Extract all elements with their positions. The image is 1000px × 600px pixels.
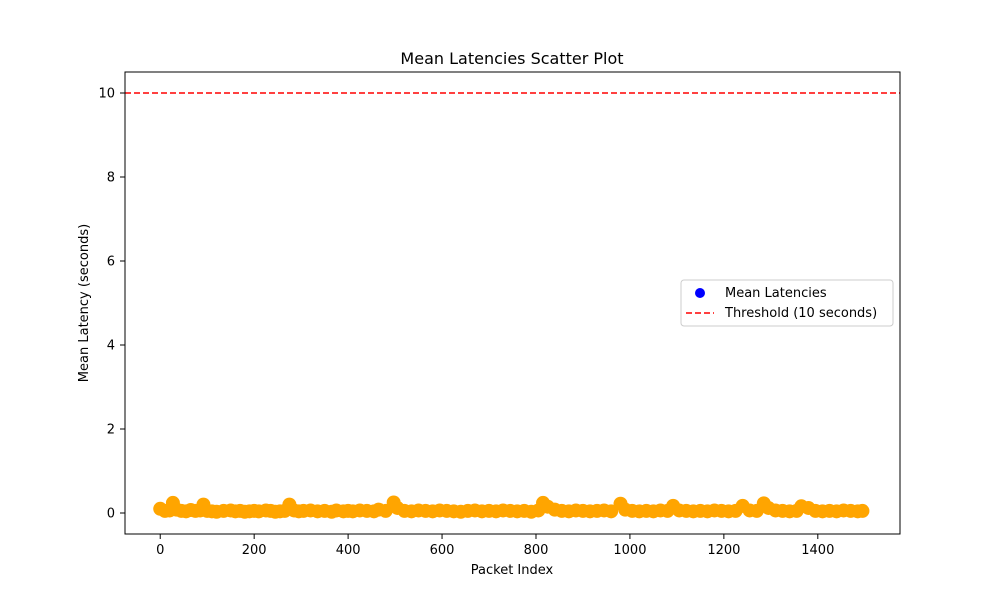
plot-marks	[125, 92, 900, 519]
plot-frame	[124, 71, 901, 535]
x-tick-label-4: 800	[524, 543, 549, 558]
x-tick-label-1: 200	[242, 543, 267, 558]
y-tick-label-5: 10	[98, 87, 115, 102]
legend-label-threshold: Threshold (10 seconds)	[724, 306, 877, 321]
y-axis-label: Mean Latency (seconds)	[77, 224, 92, 382]
legend-box	[680, 279, 894, 327]
highlight-point-76	[604, 504, 619, 519]
x-tick-label-2: 400	[336, 543, 361, 558]
y-tick-label-4: 8	[107, 171, 115, 186]
y-tick-label-2: 4	[107, 339, 115, 354]
x-tick-label-0: 0	[156, 543, 164, 558]
x-tick-label-7: 1400	[801, 543, 834, 558]
x-tick-label-3: 600	[430, 543, 455, 558]
highlight-point-113	[855, 503, 870, 518]
x-tick-label-5: 1000	[613, 543, 646, 558]
x-axis: 0 200 400 600 800 1000 1200 1400	[156, 534, 834, 558]
chart-title: Mean Latencies Scatter Plot	[400, 49, 623, 68]
legend-marker-mean-latencies	[695, 288, 705, 298]
y-tick-label-0: 0	[107, 507, 115, 522]
x-axis-label: Packet Index	[471, 563, 554, 578]
y-axis: 0 2 4 6 8 10	[98, 87, 125, 522]
y-tick-label-1: 2	[107, 423, 115, 438]
x-tick-label-6: 1200	[707, 543, 740, 558]
legend: Mean Latencies Threshold (10 seconds)	[680, 279, 894, 327]
legend-label-mean-latencies: Mean Latencies	[725, 286, 827, 301]
y-tick-label-3: 6	[107, 255, 115, 270]
